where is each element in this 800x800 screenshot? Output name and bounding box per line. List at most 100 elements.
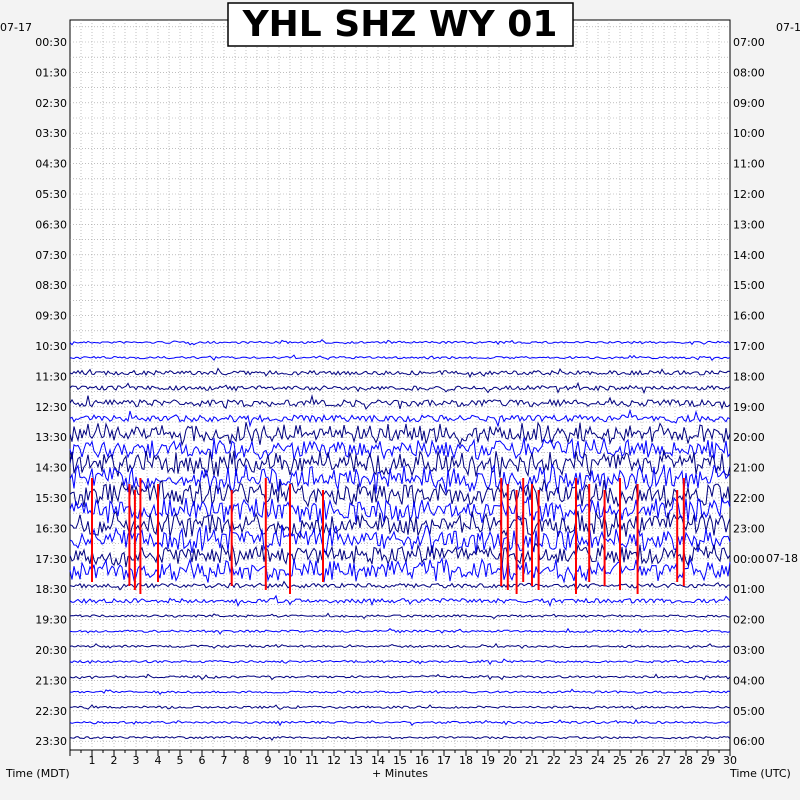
trace-line <box>69 642 731 650</box>
x-tick-label: 4 <box>155 754 162 767</box>
trace-line <box>69 704 731 710</box>
right-time-label: 01:00 <box>733 583 765 596</box>
right-time-label: 18:00 <box>733 370 765 383</box>
x-tick-label: 7 <box>221 754 228 767</box>
right-time-label: 05:00 <box>733 705 765 718</box>
right-time-label: 14:00 <box>733 249 765 262</box>
x-tick-label: 12 <box>327 754 341 767</box>
left-time-label: 15:30 <box>35 492 67 505</box>
right-time-label: 15:00 <box>733 279 765 292</box>
trace-line <box>69 421 731 447</box>
left-time-label: 21:30 <box>35 674 67 687</box>
x-tick-label: 3 <box>133 754 140 767</box>
title-box <box>227 2 574 47</box>
right-time-label: 03:00 <box>733 644 765 657</box>
right-time-label: 22:00 <box>733 492 765 505</box>
date-right-top: 07-1 <box>776 21 800 34</box>
left-time-label: 13:30 <box>35 431 67 444</box>
trace-layer <box>69 338 731 741</box>
left-time-label: 20:30 <box>35 644 67 657</box>
right-time-label: 13:00 <box>733 218 765 231</box>
x-tick-label: 6 <box>199 754 206 767</box>
x-tick-label: 14 <box>371 754 385 767</box>
x-tick-label: 15 <box>393 754 407 767</box>
right-time-label: 21:00 <box>733 462 765 475</box>
right-time-label: 04:00 <box>733 674 765 687</box>
left-axis-label: Time (MDT) <box>5 767 70 780</box>
left-time-label: 14:30 <box>35 462 67 475</box>
right-time-labels: 07:00 08:00 09:00 10:00 11:00 12:00 13:00 14:00… <box>733 36 765 748</box>
trace-line <box>69 354 731 362</box>
left-time-label: 05:30 <box>35 188 67 201</box>
right-time-label: 12:00 <box>733 188 765 201</box>
x-tick-label: 17 <box>437 754 451 767</box>
x-tick-label: 30 <box>723 754 737 767</box>
x-tick-label: 2 <box>111 754 118 767</box>
left-time-label: 09:30 <box>35 310 67 323</box>
x-tick-label: 25 <box>613 754 627 767</box>
trace-line <box>69 627 731 635</box>
x-tick-label: 29 <box>701 754 715 767</box>
x-tick-label: 21 <box>525 754 539 767</box>
right-time-label: 02:00 <box>733 614 765 627</box>
right-time-label: 17:00 <box>733 340 765 353</box>
trace-line <box>69 658 731 666</box>
trace-line <box>69 408 731 428</box>
trace-line <box>69 688 731 696</box>
trace-line <box>69 612 731 620</box>
x-tick-label: 5 <box>177 754 184 767</box>
left-time-label: 19:30 <box>35 614 67 627</box>
x-tick-label: 10 <box>283 754 297 767</box>
trace-line <box>69 463 731 495</box>
right-time-label: 07:00 <box>733 36 765 49</box>
left-time-label: 04:30 <box>35 158 67 171</box>
left-time-label: 17:30 <box>35 553 67 566</box>
trace-line <box>69 367 731 379</box>
right-time-label: 16:00 <box>733 310 765 323</box>
right-axis-label: Time (UTC) <box>729 767 791 780</box>
date-right-change: 07-18 <box>766 552 798 565</box>
left-time-label: 06:30 <box>35 218 67 231</box>
grid <box>70 20 730 750</box>
x-tick-label: 16 <box>415 754 429 767</box>
trace-line <box>69 735 731 741</box>
right-time-label: 00:00 <box>733 553 765 566</box>
left-time-label: 16:30 <box>35 522 67 535</box>
x-tick-label: 22 <box>547 754 561 767</box>
right-time-label: 19:00 <box>733 401 765 414</box>
left-time-label: 07:30 <box>35 249 67 262</box>
trace-line <box>69 594 731 608</box>
right-time-label: 06:00 <box>733 735 765 748</box>
x-tick-label: 23 <box>569 754 583 767</box>
x-tick-label: 24 <box>591 754 605 767</box>
x-tick-label: 19 <box>481 754 495 767</box>
left-time-label: 00:30 <box>35 36 67 49</box>
left-time-label: 08:30 <box>35 279 67 292</box>
left-time-label: 18:30 <box>35 583 67 596</box>
right-time-label: 10:00 <box>733 127 765 140</box>
trace-line <box>69 450 731 478</box>
x-tick-label: 13 <box>349 754 363 767</box>
right-time-label: 09:00 <box>733 97 765 110</box>
left-time-labels: 00:30 01:30 02:30 03:30 04:30 05:30 06:30 07:30… <box>35 36 67 748</box>
left-time-label: 23:30 <box>35 735 67 748</box>
x-tick-label: 20 <box>503 754 517 767</box>
left-time-label: 03:30 <box>35 127 67 140</box>
trace-line <box>69 673 731 681</box>
x-tick-label: 18 <box>459 754 473 767</box>
trace-line <box>69 437 731 461</box>
right-time-label: 20:00 <box>733 431 765 444</box>
left-time-label: 22:30 <box>35 705 67 718</box>
x-tick-label: 27 <box>657 754 671 767</box>
x-tick-label: 9 <box>265 754 272 767</box>
trace-line <box>69 338 731 346</box>
trace-line <box>69 394 731 411</box>
left-time-label: 01:30 <box>35 66 67 79</box>
x-tick-label: 11 <box>305 754 319 767</box>
right-time-label: 11:00 <box>733 158 765 171</box>
x-axis-ticks: 1 2 3 4 5 6 7 8 9 10 11 12 13 14 15 16 17 18 19 20 21 22 23 24 2… <box>69 750 737 767</box>
x-tick-label: 1 <box>89 754 96 767</box>
x-axis-label: + Minutes <box>372 767 428 780</box>
left-time-label: 12:30 <box>35 401 67 414</box>
